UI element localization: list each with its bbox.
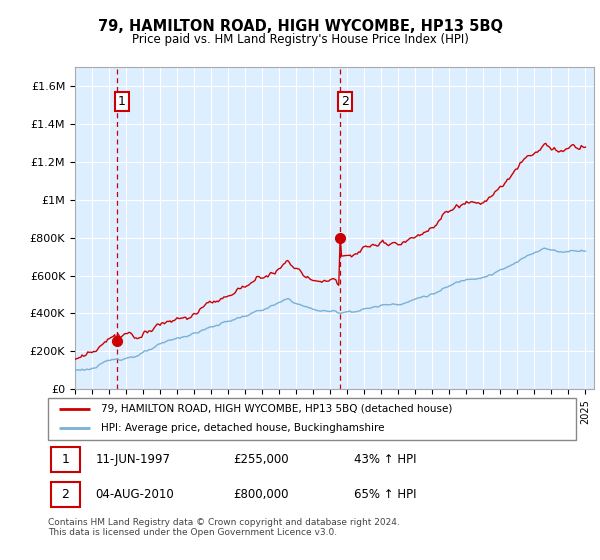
Text: Contains HM Land Registry data © Crown copyright and database right 2024.
This d: Contains HM Land Registry data © Crown c…	[48, 518, 400, 538]
Text: 2: 2	[341, 95, 349, 108]
Text: £800,000: £800,000	[233, 488, 288, 501]
Text: 1: 1	[118, 95, 125, 108]
Text: 43% ↑ HPI: 43% ↑ HPI	[354, 454, 417, 466]
Text: 79, HAMILTON ROAD, HIGH WYCOMBE, HP13 5BQ (detached house): 79, HAMILTON ROAD, HIGH WYCOMBE, HP13 5B…	[101, 404, 452, 414]
Text: 79, HAMILTON ROAD, HIGH WYCOMBE, HP13 5BQ: 79, HAMILTON ROAD, HIGH WYCOMBE, HP13 5B…	[97, 20, 503, 34]
Text: 1: 1	[61, 454, 69, 466]
Text: Price paid vs. HM Land Registry's House Price Index (HPI): Price paid vs. HM Land Registry's House …	[131, 32, 469, 46]
Text: 04-AUG-2010: 04-AUG-2010	[95, 488, 174, 501]
Text: 11-JUN-1997: 11-JUN-1997	[95, 454, 170, 466]
Text: HPI: Average price, detached house, Buckinghamshire: HPI: Average price, detached house, Buck…	[101, 423, 385, 433]
FancyBboxPatch shape	[50, 447, 80, 473]
Text: £255,000: £255,000	[233, 454, 289, 466]
Text: 2: 2	[61, 488, 69, 501]
FancyBboxPatch shape	[50, 482, 80, 507]
Text: 65% ↑ HPI: 65% ↑ HPI	[354, 488, 417, 501]
FancyBboxPatch shape	[48, 398, 576, 440]
